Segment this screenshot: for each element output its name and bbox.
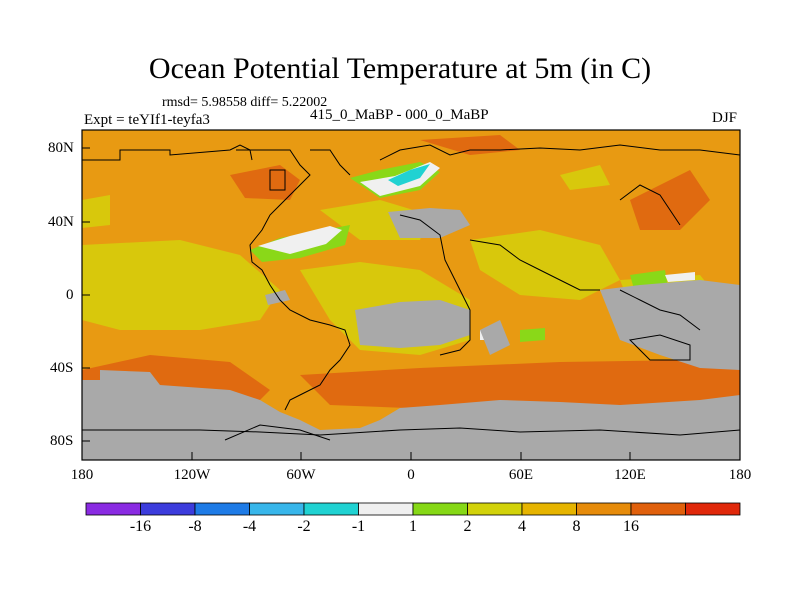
colorbar-swatch — [412, 502, 468, 516]
map-title: Ocean Potential Temperature at 5m (in C) — [148, 52, 652, 85]
colorbar-label: -1 — [351, 518, 366, 535]
y-tick-label: 80N — [48, 140, 74, 156]
x-tick-label: 0 — [407, 467, 415, 483]
colorbar-swatch — [576, 502, 632, 516]
colorbar-swatch — [358, 502, 414, 516]
colorbar-label: 4 — [518, 518, 526, 535]
map-panel — [81, 129, 741, 461]
colorbar-swatch — [521, 502, 577, 516]
colorbar-swatch — [249, 502, 305, 516]
y-tick-label: 40S — [50, 360, 74, 376]
land-mask — [82, 208, 740, 460]
x-tick-label: 180 — [728, 467, 752, 483]
colorbar-swatch — [140, 502, 196, 516]
x-tick-label: 120W — [173, 467, 211, 483]
colorbar-label: 16 — [623, 518, 639, 535]
colorbar-swatch — [467, 502, 523, 516]
y-tick-label: 80S — [50, 433, 74, 449]
colorbar — [85, 502, 741, 516]
colorbar-label: 8 — [572, 518, 581, 535]
colorbar-swatch — [194, 502, 250, 516]
colorbar-label: -2 — [297, 518, 311, 535]
x-tick-label: 60E — [508, 467, 534, 483]
stats-text: rmsd= 5.98558 diff= 5.22002 — [162, 95, 328, 110]
colorbar-swatch — [85, 502, 141, 516]
colorbar-swatch — [630, 502, 686, 516]
coastlines — [82, 144, 741, 441]
y-tick-label: 40N — [48, 214, 74, 230]
x-tick-label: 60W — [286, 467, 316, 483]
colorbar-label: 2 — [463, 518, 472, 535]
axis-ticks — [82, 147, 631, 460]
x-tick-label: 120E — [614, 467, 646, 483]
cyan-anomaly-region — [388, 164, 430, 186]
colorbar-label: -8 — [188, 518, 202, 535]
colorbar-swatch — [303, 502, 359, 516]
season-label: DJF — [712, 110, 738, 126]
y-tick-label: 0 — [66, 287, 74, 303]
colorbar-swatch — [685, 502, 741, 516]
experiment-label: Expt = teYIf1-teyfa3 — [84, 112, 210, 128]
colorbar-label: 1 — [409, 518, 417, 535]
colorbar-label: -16 — [129, 518, 152, 535]
x-tick-label: 180 — [70, 467, 94, 483]
period-label: 415_0_MaBP - 000_0_MaBP — [310, 107, 489, 123]
colorbar-label: -4 — [242, 518, 257, 535]
